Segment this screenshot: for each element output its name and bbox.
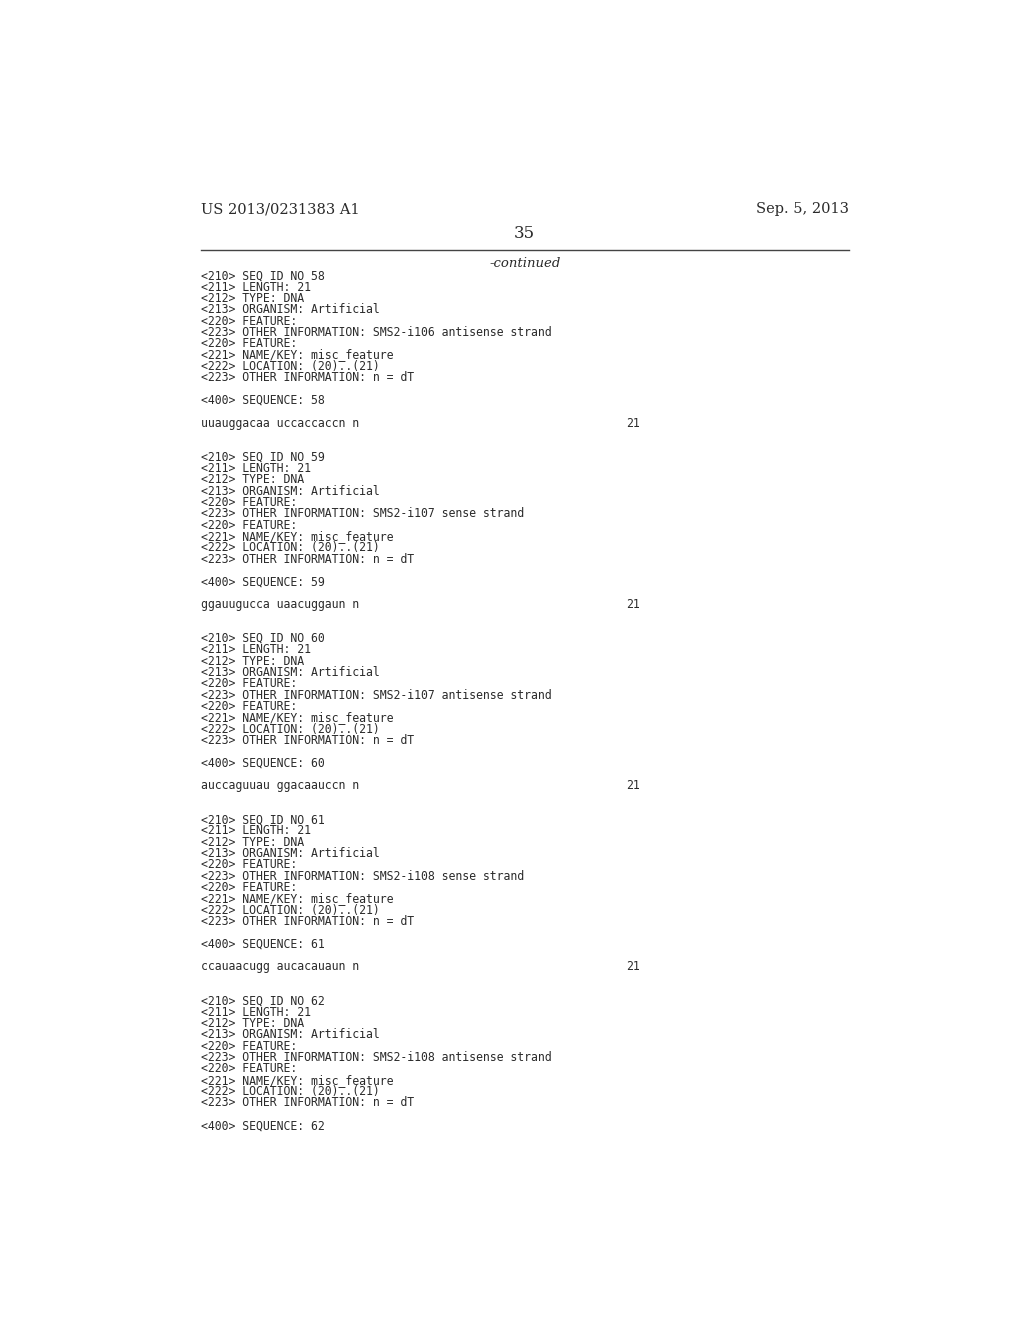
Text: <212> TYPE: DNA: <212> TYPE: DNA	[201, 836, 304, 849]
Text: <223> OTHER INFORMATION: SMS2-i108 antisense strand: <223> OTHER INFORMATION: SMS2-i108 antis…	[201, 1051, 552, 1064]
Text: <223> OTHER INFORMATION: SMS2-i106 antisense strand: <223> OTHER INFORMATION: SMS2-i106 antis…	[201, 326, 552, 339]
Text: <223> OTHER INFORMATION: SMS2-i107 sense strand: <223> OTHER INFORMATION: SMS2-i107 sense…	[201, 507, 524, 520]
Text: <210> SEQ ID NO 58: <210> SEQ ID NO 58	[201, 269, 325, 282]
Text: <220> FEATURE:: <220> FEATURE:	[201, 700, 297, 713]
Text: <223> OTHER INFORMATION: n = dT: <223> OTHER INFORMATION: n = dT	[201, 553, 414, 565]
Text: <211> LENGTH: 21: <211> LENGTH: 21	[201, 825, 311, 837]
Text: <213> ORGANISM: Artificial: <213> ORGANISM: Artificial	[201, 1028, 380, 1041]
Text: <400> SEQUENCE: 61: <400> SEQUENCE: 61	[201, 937, 325, 950]
Text: <220> FEATURE:: <220> FEATURE:	[201, 858, 297, 871]
Text: ccauaacugg aucacauaun n: ccauaacugg aucacauaun n	[201, 961, 359, 973]
Text: <213> ORGANISM: Artificial: <213> ORGANISM: Artificial	[201, 665, 380, 678]
Text: 21: 21	[627, 417, 640, 429]
Text: <223> OTHER INFORMATION: n = dT: <223> OTHER INFORMATION: n = dT	[201, 371, 414, 384]
Text: <213> ORGANISM: Artificial: <213> ORGANISM: Artificial	[201, 304, 380, 317]
Text: <212> TYPE: DNA: <212> TYPE: DNA	[201, 1018, 304, 1030]
Text: <221> NAME/KEY: misc_feature: <221> NAME/KEY: misc_feature	[201, 892, 393, 906]
Text: <223> OTHER INFORMATION: n = dT: <223> OTHER INFORMATION: n = dT	[201, 915, 414, 928]
Text: <210> SEQ ID NO 62: <210> SEQ ID NO 62	[201, 994, 325, 1007]
Text: <223> OTHER INFORMATION: n = dT: <223> OTHER INFORMATION: n = dT	[201, 734, 414, 747]
Text: <222> LOCATION: (20)..(21): <222> LOCATION: (20)..(21)	[201, 722, 380, 735]
Text: <223> OTHER INFORMATION: n = dT: <223> OTHER INFORMATION: n = dT	[201, 1097, 414, 1110]
Text: <222> LOCATION: (20)..(21): <222> LOCATION: (20)..(21)	[201, 1085, 380, 1098]
Text: <400> SEQUENCE: 62: <400> SEQUENCE: 62	[201, 1119, 325, 1133]
Text: 21: 21	[627, 961, 640, 973]
Text: 21: 21	[627, 779, 640, 792]
Text: <223> OTHER INFORMATION: SMS2-i107 antisense strand: <223> OTHER INFORMATION: SMS2-i107 antis…	[201, 689, 552, 701]
Text: <220> FEATURE:: <220> FEATURE:	[201, 1063, 297, 1076]
Text: <220> FEATURE:: <220> FEATURE:	[201, 314, 297, 327]
Text: <211> LENGTH: 21: <211> LENGTH: 21	[201, 281, 311, 293]
Text: US 2013/0231383 A1: US 2013/0231383 A1	[201, 202, 359, 216]
Text: <210> SEQ ID NO 60: <210> SEQ ID NO 60	[201, 632, 325, 645]
Text: <222> LOCATION: (20)..(21): <222> LOCATION: (20)..(21)	[201, 904, 380, 917]
Text: <213> ORGANISM: Artificial: <213> ORGANISM: Artificial	[201, 484, 380, 498]
Text: <210> SEQ ID NO 61: <210> SEQ ID NO 61	[201, 813, 325, 826]
Text: <212> TYPE: DNA: <212> TYPE: DNA	[201, 292, 304, 305]
Text: <222> LOCATION: (20)..(21): <222> LOCATION: (20)..(21)	[201, 541, 380, 554]
Text: <211> LENGTH: 21: <211> LENGTH: 21	[201, 643, 311, 656]
Text: <220> FEATURE:: <220> FEATURE:	[201, 1040, 297, 1053]
Text: auccaguuau ggacaauccn n: auccaguuau ggacaauccn n	[201, 779, 359, 792]
Text: ggauugucca uaacuggaun n: ggauugucca uaacuggaun n	[201, 598, 359, 611]
Text: <221> NAME/KEY: misc_feature: <221> NAME/KEY: misc_feature	[201, 711, 393, 725]
Text: <400> SEQUENCE: 60: <400> SEQUENCE: 60	[201, 756, 325, 770]
Text: uuauggacaa uccaccaccn n: uuauggacaa uccaccaccn n	[201, 417, 359, 429]
Text: <220> FEATURE:: <220> FEATURE:	[201, 337, 297, 350]
Text: <220> FEATURE:: <220> FEATURE:	[201, 882, 297, 894]
Text: <213> ORGANISM: Artificial: <213> ORGANISM: Artificial	[201, 847, 380, 861]
Text: -continued: -continued	[489, 257, 560, 271]
Text: <222> LOCATION: (20)..(21): <222> LOCATION: (20)..(21)	[201, 360, 380, 372]
Text: <221> NAME/KEY: misc_feature: <221> NAME/KEY: misc_feature	[201, 529, 393, 543]
Text: Sep. 5, 2013: Sep. 5, 2013	[756, 202, 849, 216]
Text: <220> FEATURE:: <220> FEATURE:	[201, 496, 297, 508]
Text: <211> LENGTH: 21: <211> LENGTH: 21	[201, 1006, 311, 1019]
Text: 35: 35	[514, 226, 536, 243]
Text: <223> OTHER INFORMATION: SMS2-i108 sense strand: <223> OTHER INFORMATION: SMS2-i108 sense…	[201, 870, 524, 883]
Text: <221> NAME/KEY: misc_feature: <221> NAME/KEY: misc_feature	[201, 1074, 393, 1086]
Text: <220> FEATURE:: <220> FEATURE:	[201, 677, 297, 690]
Text: <212> TYPE: DNA: <212> TYPE: DNA	[201, 655, 304, 668]
Text: <221> NAME/KEY: misc_feature: <221> NAME/KEY: misc_feature	[201, 348, 393, 362]
Text: <212> TYPE: DNA: <212> TYPE: DNA	[201, 473, 304, 486]
Text: 21: 21	[627, 598, 640, 611]
Text: <400> SEQUENCE: 59: <400> SEQUENCE: 59	[201, 576, 325, 589]
Text: <400> SEQUENCE: 58: <400> SEQUENCE: 58	[201, 393, 325, 407]
Text: <211> LENGTH: 21: <211> LENGTH: 21	[201, 462, 311, 475]
Text: <220> FEATURE:: <220> FEATURE:	[201, 519, 297, 532]
Text: <210> SEQ ID NO 59: <210> SEQ ID NO 59	[201, 450, 325, 463]
